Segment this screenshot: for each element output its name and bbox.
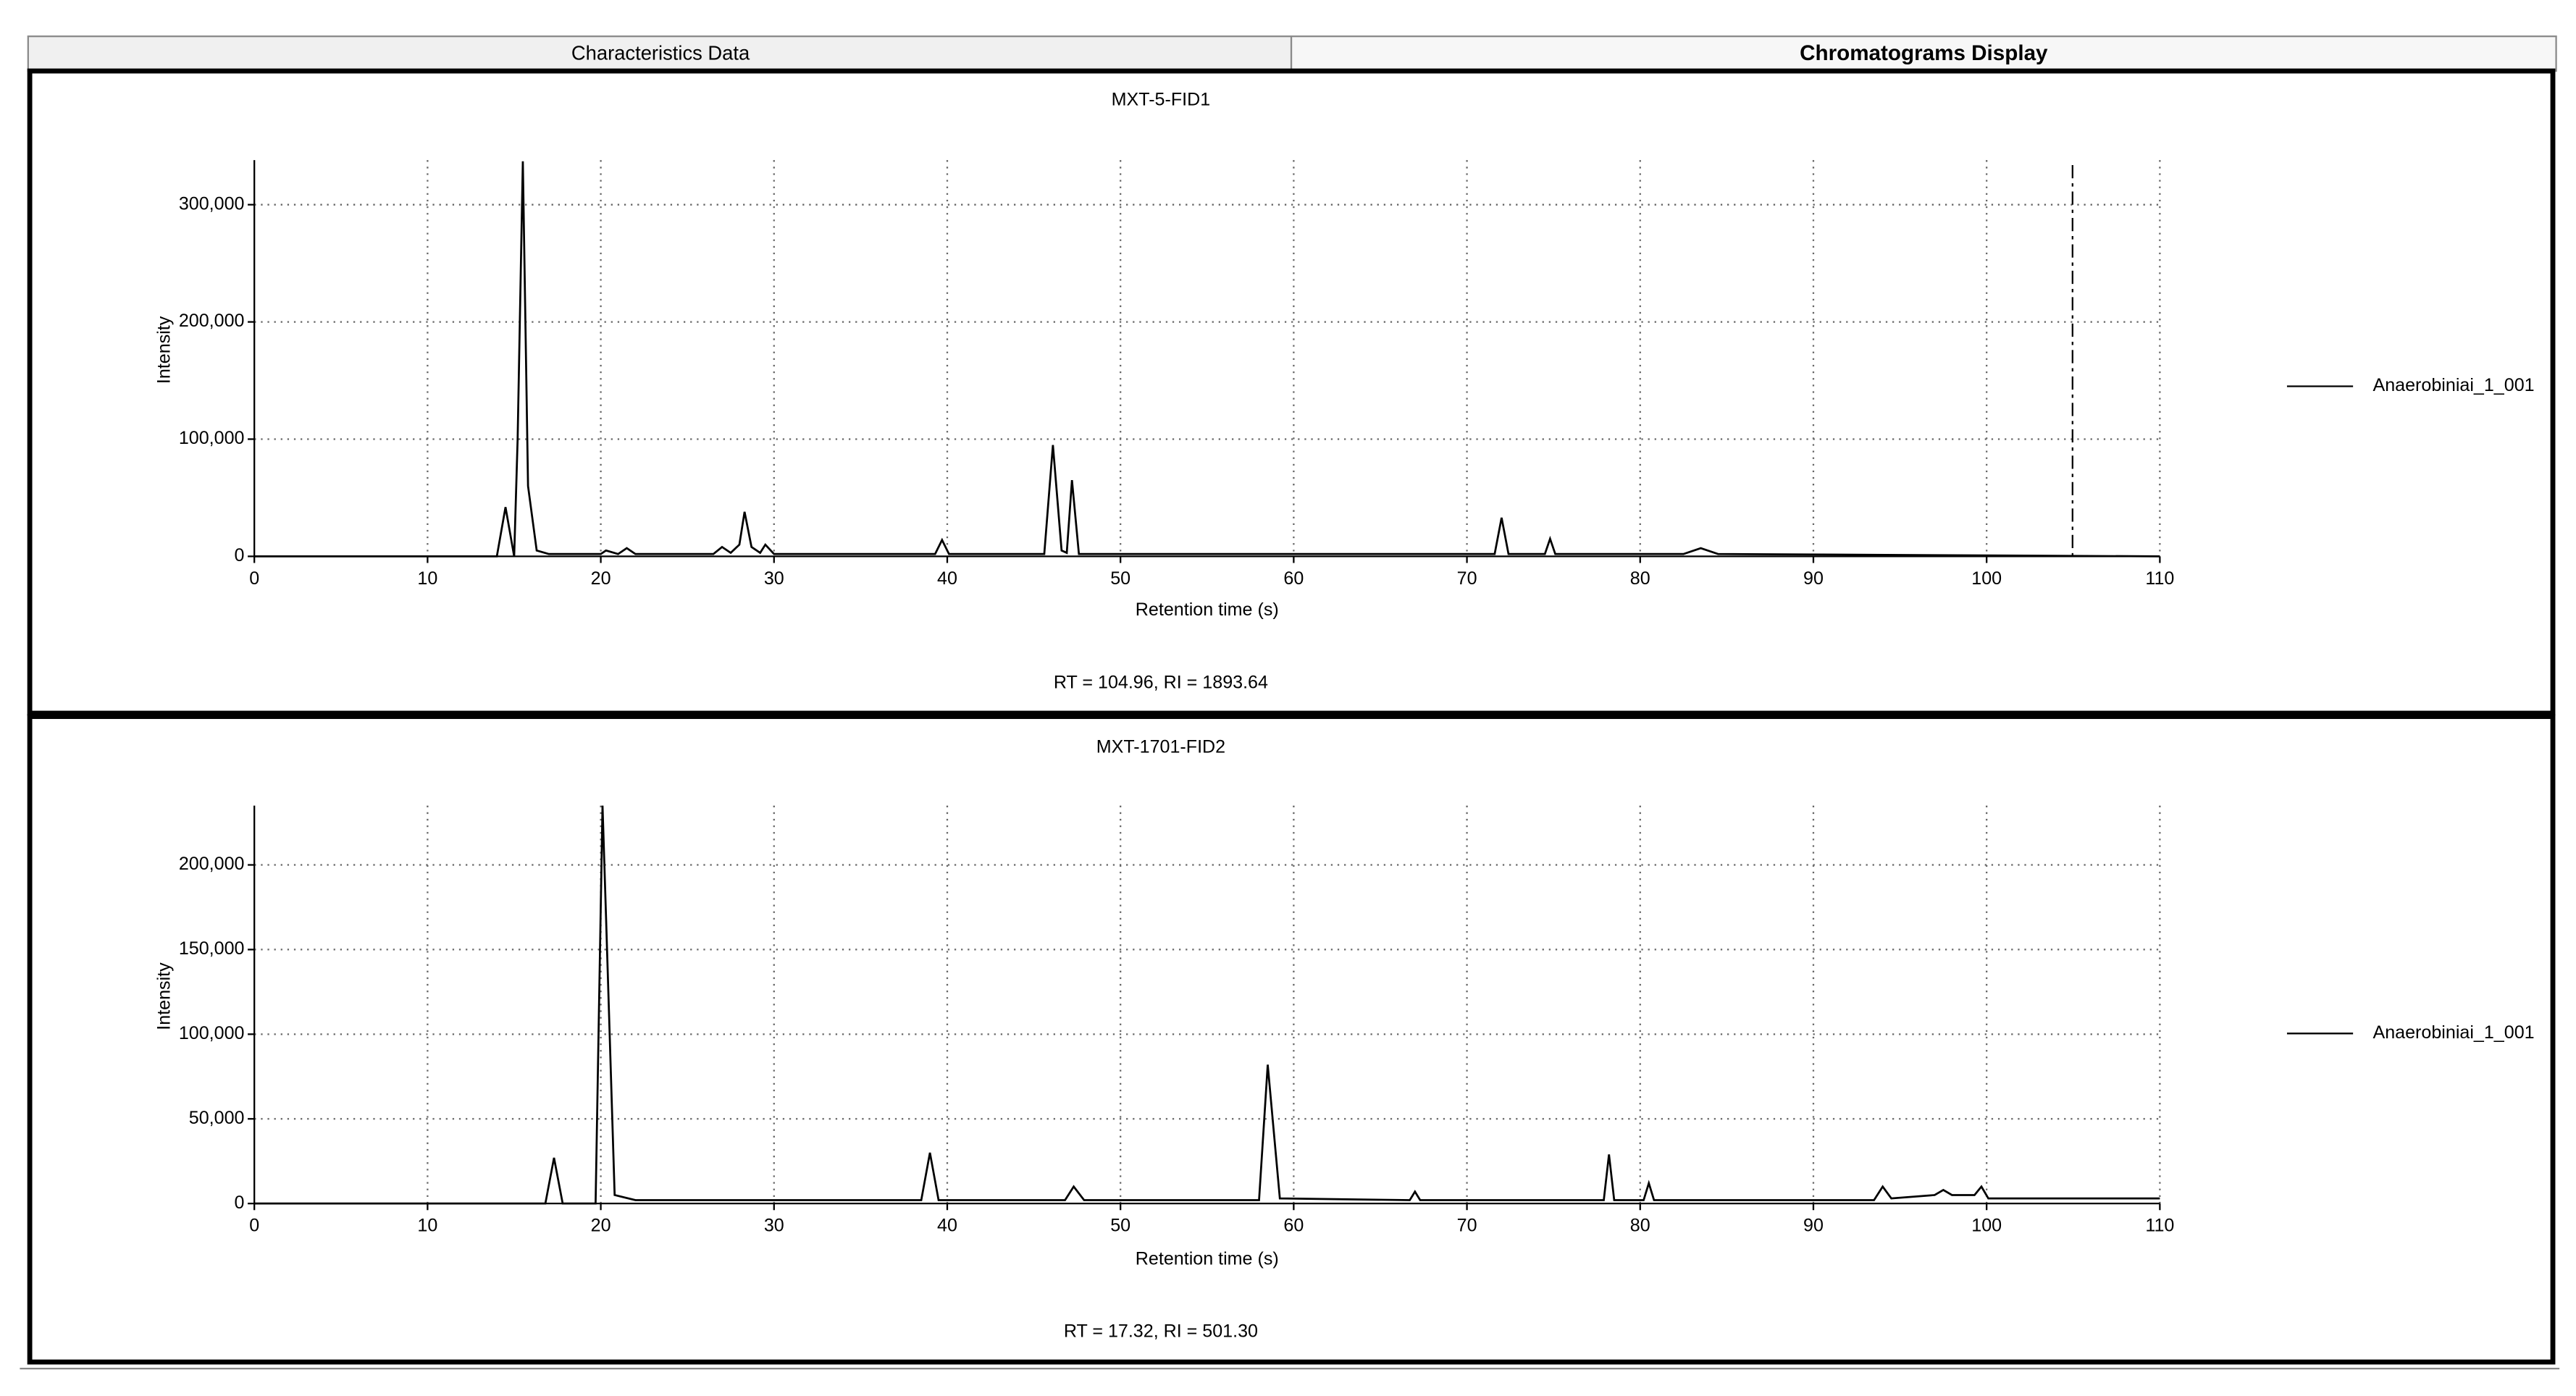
- x-tick-label: 0: [249, 568, 259, 589]
- x-axis-label: Retention time (s): [1136, 600, 1279, 620]
- y-tick-label: 200,000: [179, 311, 245, 331]
- y-axis-label: Intensity: [154, 962, 175, 1030]
- x-tick-label: 100: [1971, 1216, 2002, 1236]
- chart-title: MXT-5-FID1: [1112, 90, 1211, 110]
- panel: [27, 68, 2556, 716]
- x-tick-label: 40: [937, 568, 957, 589]
- chart-title: MXT-1701-FID2: [1096, 736, 1225, 757]
- panel: [27, 714, 2556, 1365]
- x-tick-label: 10: [417, 1216, 437, 1236]
- x-axis-label: Retention time (s): [1136, 1248, 1279, 1269]
- x-tick-label: 20: [591, 1216, 611, 1236]
- tab-label[interactable]: Characteristics Data: [571, 41, 750, 64]
- y-tick-label: 300,000: [179, 193, 245, 214]
- x-tick-label: 70: [1457, 1216, 1477, 1236]
- x-tick-label: 0: [249, 1216, 259, 1236]
- y-tick-label: 100,000: [179, 1023, 245, 1043]
- tab-label[interactable]: Chromatograms Display: [1800, 41, 2048, 65]
- tab-active[interactable]: [1290, 35, 2557, 72]
- x-tick-label: 30: [764, 568, 784, 589]
- annotation: RT = 104.96, RI = 1893.64: [1054, 673, 1268, 693]
- x-tick-label: 80: [1630, 568, 1650, 589]
- y-tick-label: 200,000: [179, 854, 245, 874]
- legend-label: Anaerobiniai_1_001: [2372, 1022, 2534, 1043]
- y-axis-label: Intensity: [154, 316, 175, 384]
- x-tick-label: 90: [1803, 568, 1824, 589]
- y-tick-label: 50,000: [189, 1108, 245, 1128]
- chromatogram-line: [254, 805, 2160, 1205]
- chromatogram-line: [254, 161, 2160, 558]
- x-tick-label: 100: [1971, 568, 2002, 589]
- x-tick-label: 70: [1457, 568, 1477, 589]
- x-tick-label: 40: [937, 1216, 957, 1236]
- y-tick-label: 150,000: [179, 938, 245, 959]
- x-tick-label: 90: [1803, 1216, 1824, 1236]
- x-tick-label: 60: [1283, 1216, 1304, 1236]
- x-tick-label: 30: [764, 1216, 784, 1236]
- y-tick-label: 0: [235, 1193, 245, 1213]
- x-tick-label: 20: [591, 568, 611, 589]
- x-tick-label: 50: [1110, 1216, 1130, 1236]
- y-tick-label: 0: [235, 545, 245, 565]
- x-tick-label: 10: [417, 568, 437, 589]
- y-tick-label: 100,000: [179, 428, 245, 448]
- tab[interactable]: [27, 35, 1293, 72]
- x-tick-label: 110: [2145, 568, 2174, 589]
- legend-label: Anaerobiniai_1_001: [2372, 375, 2534, 395]
- x-tick-label: 110: [2145, 1216, 2174, 1236]
- x-tick-label: 80: [1630, 1216, 1650, 1236]
- x-tick-label: 60: [1283, 568, 1304, 589]
- annotation: RT = 17.32, RI = 501.30: [1064, 1321, 1258, 1342]
- x-tick-label: 50: [1110, 568, 1130, 589]
